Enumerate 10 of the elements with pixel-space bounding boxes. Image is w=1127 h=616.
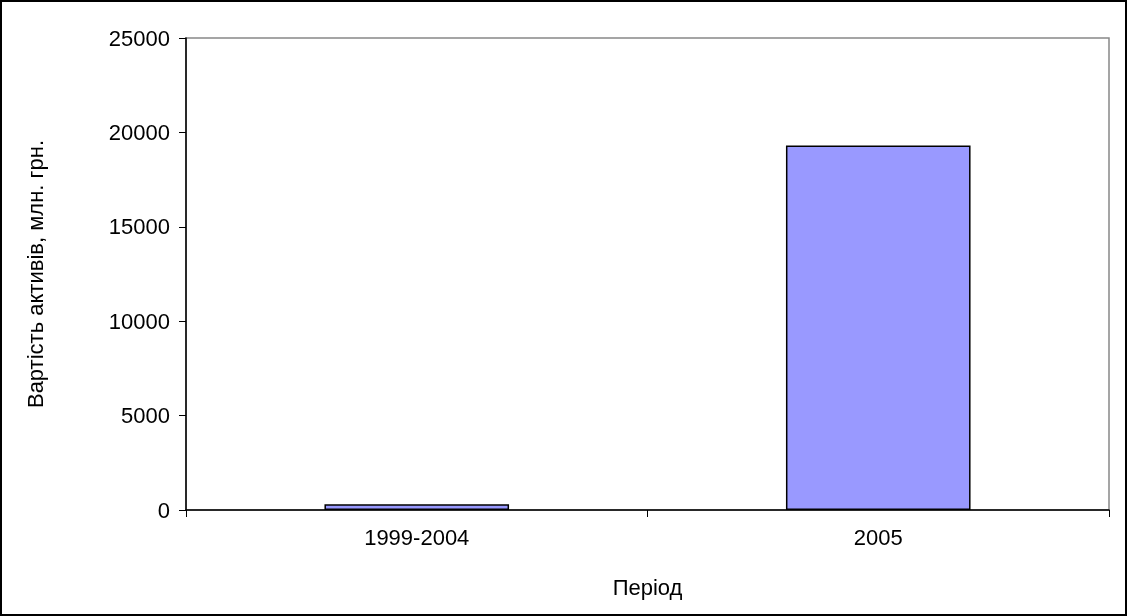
y-tick-label: 0 xyxy=(157,497,170,523)
x-tick-label: 2005 xyxy=(853,524,903,550)
y-tick-label: 5000 xyxy=(121,403,170,429)
y-axis-title: Вартість активів, млн. грн. xyxy=(22,139,48,409)
y-tick-label: 20000 xyxy=(108,119,170,145)
x-axis-title: Період xyxy=(612,574,683,600)
y-tick-label: 15000 xyxy=(108,214,170,240)
y-tick-label: 25000 xyxy=(108,25,170,51)
y-tick-label: 10000 xyxy=(108,308,170,334)
x-tick-label: 1999-2004 xyxy=(364,524,470,550)
